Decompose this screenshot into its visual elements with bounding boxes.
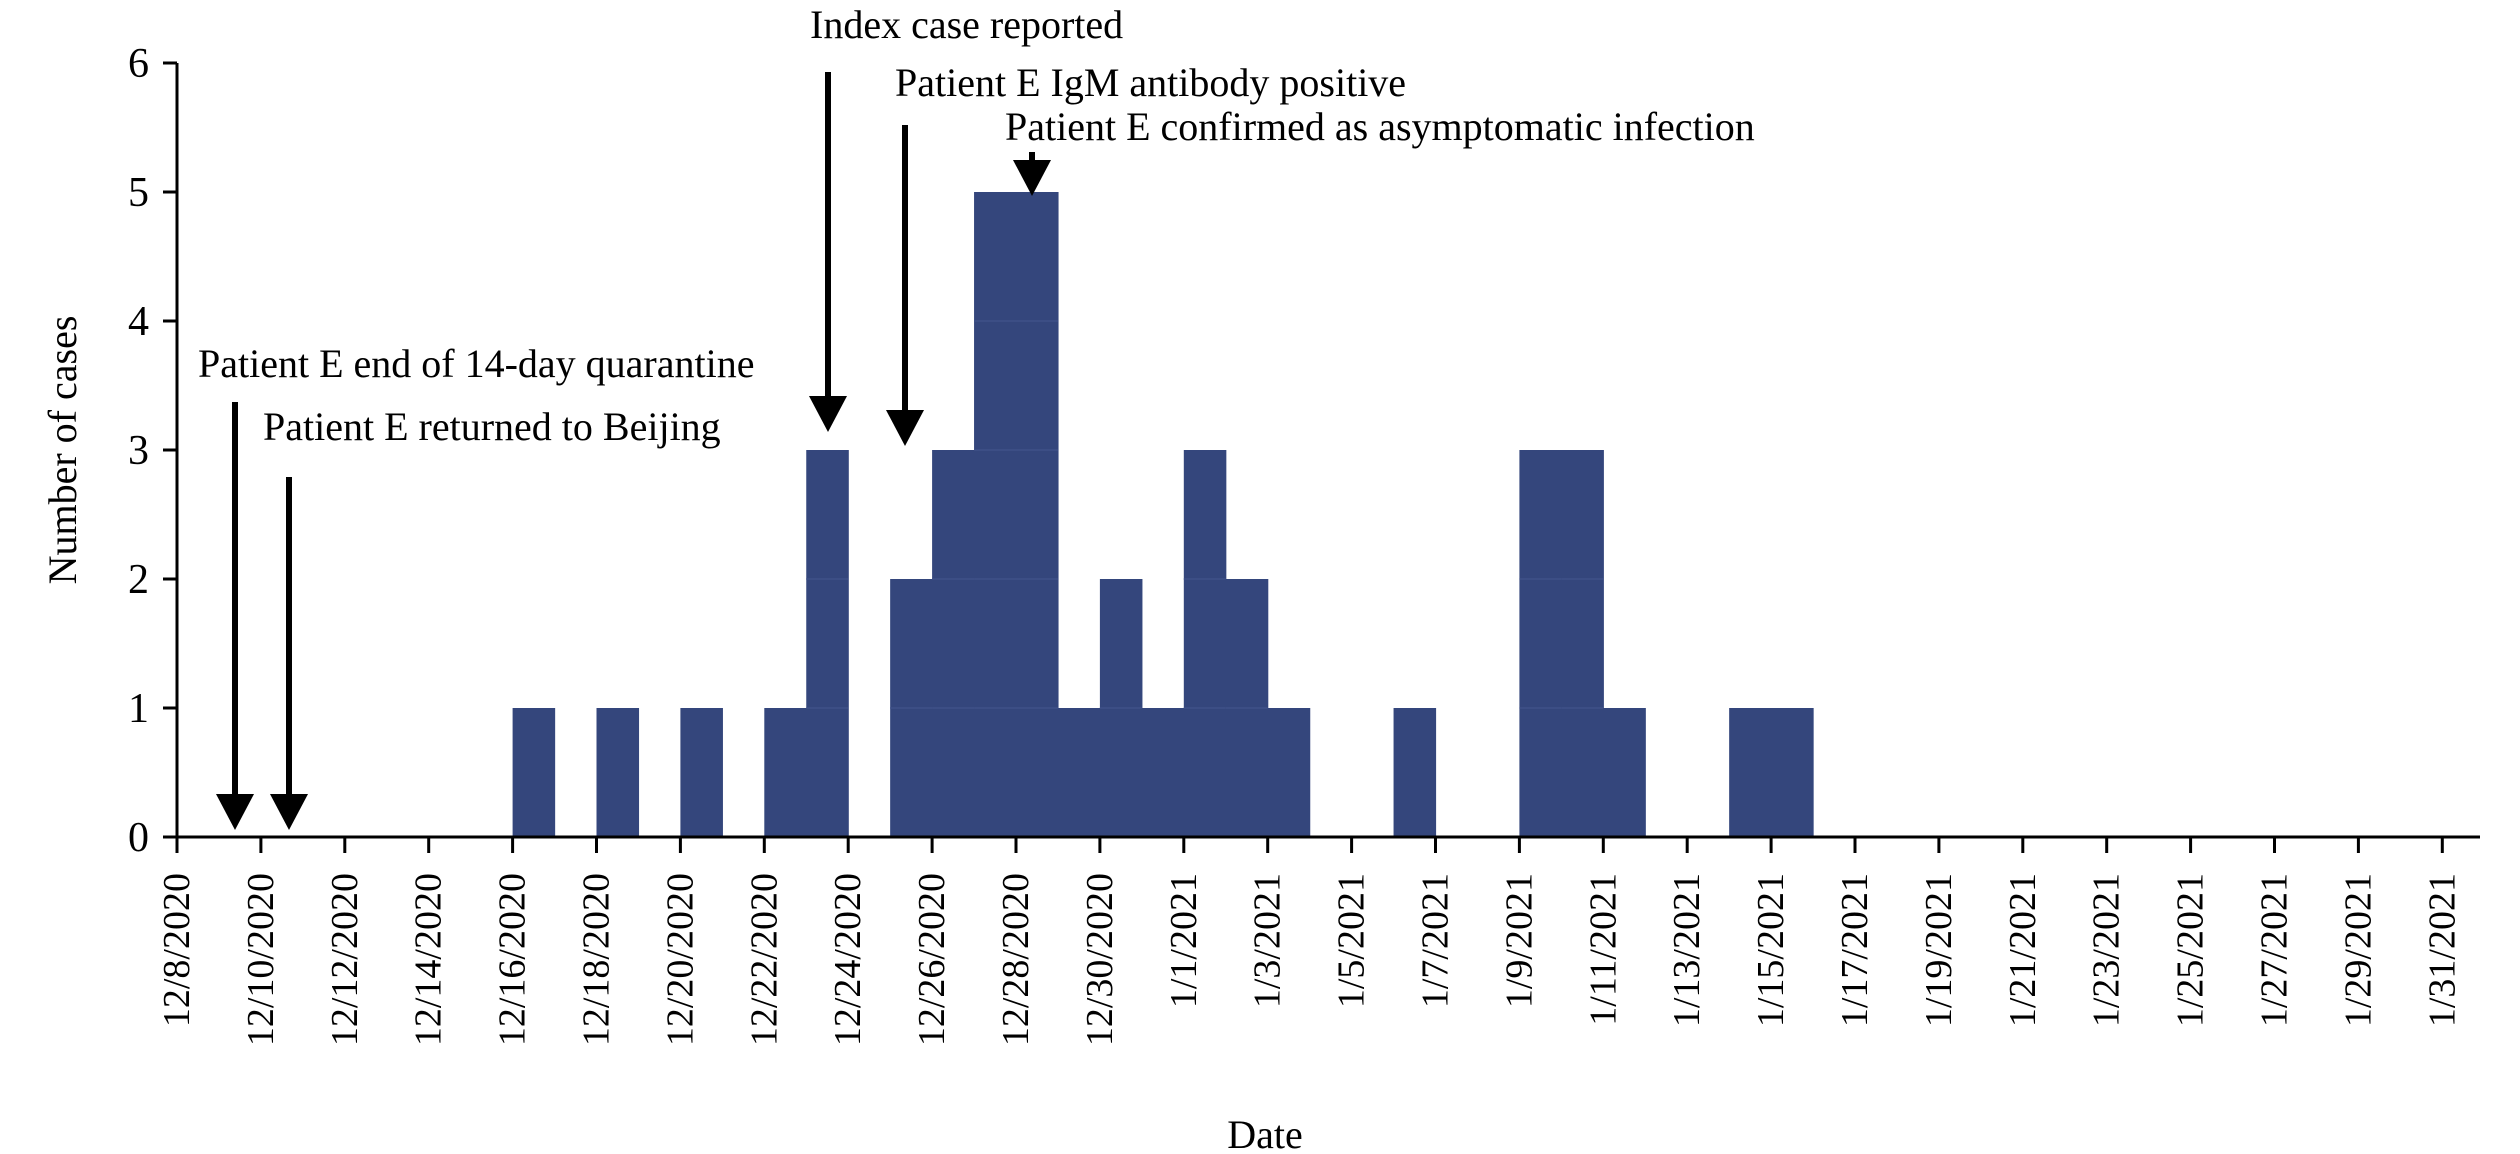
y-tick-label: 3 [128,428,149,474]
x-tick-label: 1/3/2021 [1247,873,1289,1008]
bar-rect [1267,708,1311,837]
bar [1225,579,1269,837]
x-tick-label: 1/15/2021 [1750,873,1792,1027]
y-tick-label: 5 [128,170,149,216]
bar-rect [806,450,849,837]
annotation-label: Patient E IgM antibody positive [895,60,1406,105]
x-tick-label: 1/7/2021 [1415,873,1457,1008]
x-tick-label: 12/8/2020 [156,873,198,1027]
bar [1729,708,1772,837]
x-tick-label: 1/23/2021 [2086,873,2128,1027]
y-axis-title: Number of cases [40,316,85,585]
bar-rect [1183,450,1227,837]
bar-rect [932,450,975,837]
bar-rect [1016,192,1059,837]
annotation-arrow-head [270,794,308,830]
bar-rect [764,708,807,837]
x-tick-label: 12/20/2020 [659,873,701,1046]
annotation-arrow-head [809,396,847,432]
y-ticks: 0 1 2 3 4 5 6 [128,41,177,861]
bar-rect [1141,708,1185,837]
x-tick-label: 12/14/2020 [408,873,450,1046]
annotation: Patient E end of 14-day quarantine [198,341,754,830]
annotation-arrow-head [216,794,254,830]
x-tick-label: 1/1/2021 [1163,873,1205,1008]
bar-rect [1729,708,1772,837]
annotation-label: Index case reported [810,2,1123,47]
bar [1603,708,1646,837]
x-tick-label: 12/12/2020 [324,873,366,1046]
bar [806,450,849,837]
y-tick-label: 2 [128,557,149,603]
bar-rect [1519,450,1562,837]
bar [1016,192,1059,837]
annotations: Index case reported Patient E IgM antibod… [198,2,1755,830]
bar [1267,708,1311,837]
bar-rect [1603,708,1646,837]
bar-rect [680,708,723,837]
bars-layer [512,192,1814,837]
annotation-label: Patient E returned to Beijing [263,404,721,449]
x-tick-label: 1/31/2021 [2421,873,2463,1027]
y-tick-label: 0 [128,815,149,861]
annotation-arrow-head [886,410,924,446]
bar-rect [512,708,556,837]
annotation-label: Patient E confirmed as asymptomatic infe… [1005,104,1755,149]
bar [680,708,723,837]
x-tick-label: 12/28/2020 [995,873,1037,1046]
bar-rect [1561,450,1604,837]
y-tick-label: 1 [128,686,149,732]
annotation: Patient E IgM antibody positive [886,60,1406,446]
bar [764,708,807,837]
annotation: Index case reported [809,2,1123,432]
bar-rect [1057,708,1101,837]
bar [512,708,556,837]
bar [974,192,1017,837]
bar [1099,579,1143,837]
x-tick-label: 1/21/2021 [2002,873,2044,1027]
x-tick-label: 12/10/2020 [240,873,282,1046]
bar [1141,708,1185,837]
annotation: Patient E confirmed as asymptomatic infe… [1005,104,1755,196]
x-tick-label: 1/5/2021 [1331,873,1373,1008]
bar [1561,450,1604,837]
y-tick-label: 4 [128,299,149,345]
x-tick-label: 12/26/2020 [911,873,953,1046]
annotation: Patient E returned to Beijing [263,404,721,830]
bar [596,708,640,837]
x-tick-label: 1/19/2021 [1918,873,1960,1027]
x-tick-label: 1/9/2021 [1498,873,1540,1008]
x-tick-label: 12/22/2020 [743,873,785,1046]
bar-rect [1771,708,1814,837]
bar [932,450,975,837]
x-tick-label: 12/16/2020 [492,873,534,1046]
annotation-arrow-head [1013,160,1051,196]
x-ticks: 12/8/2020 12/10/2020 12/12/2020 12/14/2020 1… [156,837,2463,1046]
bar [890,579,933,837]
bar [1519,450,1562,837]
x-tick-label: 1/29/2021 [2337,873,2379,1027]
annotation-label: Patient E end of 14-day quarantine [198,341,754,386]
bar-rect [1393,708,1437,837]
x-tick-label: 12/30/2020 [1079,873,1121,1046]
x-axis-title: Date [1227,1112,1303,1154]
bar-rect [596,708,640,837]
x-tick-label: 1/17/2021 [1834,873,1876,1027]
x-tick-label: 1/13/2021 [1666,873,1708,1027]
x-tick-label: 12/18/2020 [576,873,618,1046]
bar-rect [974,192,1017,837]
x-tick-label: 1/25/2021 [2170,873,2212,1027]
x-tick-label: 1/11/2021 [1582,873,1624,1026]
bar [1771,708,1814,837]
y-tick-label: 6 [128,41,149,87]
bar [1393,708,1437,837]
bar [1183,450,1227,837]
x-tick-label: 12/24/2020 [827,873,869,1046]
bar [1057,708,1101,837]
x-tick-label: 1/27/2021 [2254,873,2296,1027]
